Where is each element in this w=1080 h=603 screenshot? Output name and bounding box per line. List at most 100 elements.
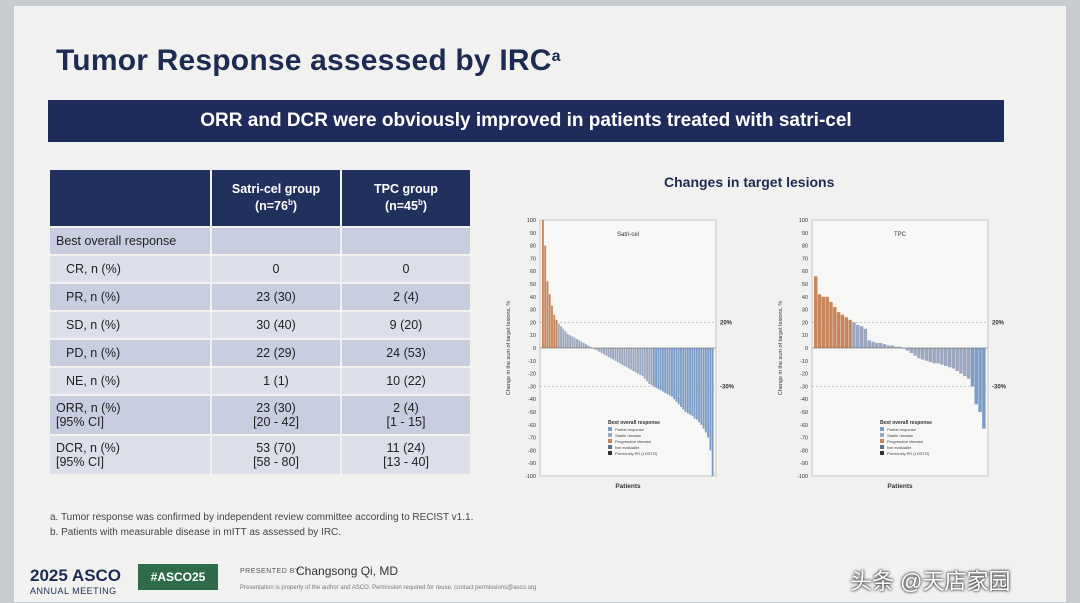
y-tick-label: 80 <box>530 244 536 250</box>
legend-swatch <box>608 433 612 437</box>
y-tick-label: -90 <box>528 461 536 467</box>
bar <box>947 348 952 368</box>
bar <box>648 348 651 384</box>
y-tick-label: -10 <box>528 359 536 365</box>
slide: Tumor Response assessed by IRCa ORR and … <box>14 6 1066 602</box>
bar <box>982 348 986 429</box>
y-tick-label: 60 <box>802 269 808 275</box>
y-tick-label: -80 <box>800 448 808 454</box>
satri-cel-header: Satri-cel group (n=76b) <box>212 170 340 226</box>
slide-title: Tumor Response assessed by IRCa <box>56 44 561 77</box>
row-label: ORR, n (%) [95% CI] <box>50 396 210 434</box>
cell-satri: 23 (30) [20 - 42] <box>212 396 340 434</box>
response-table: Satri-cel group (n=76b) TPC group (n=45b) … <box>48 168 472 476</box>
bar <box>548 294 551 348</box>
bar <box>924 348 929 361</box>
bar <box>652 348 655 387</box>
bar <box>695 348 698 420</box>
bar <box>582 342 585 348</box>
bar <box>618 348 621 364</box>
x-axis-label: Patients <box>615 483 641 490</box>
y-tick-label: 20 <box>530 320 536 326</box>
bar <box>859 326 864 348</box>
bar <box>691 348 694 416</box>
y-tick-label: -70 <box>800 436 808 442</box>
y-tick-label: 30 <box>530 308 536 314</box>
waterfall-chart-satri-cel: Satri-cel-100-90-80-70-60-50-40-30-20-10… <box>506 218 735 490</box>
table-row: PR, n (%) 23 (30) 2 (4) <box>50 284 470 310</box>
presenter-name: Changsong Qi, MD <box>296 564 399 578</box>
legend-title: Best overall response <box>880 420 932 426</box>
bar <box>836 312 841 348</box>
bar <box>833 307 837 348</box>
bar <box>564 331 567 348</box>
bar <box>632 348 635 372</box>
table-row: PD, n (%) 22 (29) 24 (53) <box>50 340 470 366</box>
bar <box>596 348 599 351</box>
y-tick-label: 90 <box>530 231 536 237</box>
bar <box>546 281 549 348</box>
bar <box>840 314 845 348</box>
bar <box>913 348 917 356</box>
row-label: NE, n (%) <box>50 368 210 394</box>
cell-tpc: 24 (53) <box>342 340 470 366</box>
y-tick-label: -100 <box>797 474 808 480</box>
bar <box>607 348 610 357</box>
asco-logo: 2025 ASCO ANNUAL MEETING <box>30 566 122 596</box>
bar <box>634 348 637 373</box>
bar <box>711 348 714 476</box>
bar <box>704 348 707 433</box>
y-tick-label: 0 <box>533 346 536 352</box>
legend-label: Partial response <box>615 427 645 432</box>
y-tick-label: -50 <box>800 410 808 416</box>
presented-by-label: PRESENTED BY: <box>240 568 303 575</box>
bar <box>817 294 822 348</box>
y-tick-label: -20 <box>800 372 808 378</box>
legend-label: Not evaluable <box>615 445 640 450</box>
bar <box>871 341 875 348</box>
bar <box>560 326 562 348</box>
y-tick-label: -80 <box>528 448 536 454</box>
bar <box>646 348 648 382</box>
bar <box>677 348 680 405</box>
bar <box>589 346 592 348</box>
y-tick-label: 100 <box>799 218 808 224</box>
bar <box>628 348 630 369</box>
bar <box>639 348 642 375</box>
bar <box>955 348 959 372</box>
bar <box>882 344 887 348</box>
bar <box>898 346 902 348</box>
bar <box>573 337 576 348</box>
bar <box>578 340 581 348</box>
bar <box>542 220 544 348</box>
legend-swatch <box>880 445 884 449</box>
y-tick-label: 10 <box>802 333 808 339</box>
bar <box>928 348 933 363</box>
bar <box>680 348 682 407</box>
bar <box>612 348 615 360</box>
bar <box>978 348 982 412</box>
bar <box>625 348 628 368</box>
y-tick-label: 50 <box>802 282 808 288</box>
legend-swatch <box>608 439 612 443</box>
bar <box>621 348 624 365</box>
bar <box>856 324 860 348</box>
bar <box>932 348 936 364</box>
table-row: CR, n (%) 0 0 <box>50 256 470 282</box>
bar <box>686 348 689 414</box>
watermark: 头条 @天店家园 <box>850 569 1011 594</box>
bar <box>682 348 685 410</box>
legend-swatch <box>608 427 612 431</box>
bar <box>673 348 676 400</box>
bar <box>544 245 547 348</box>
bar <box>867 340 871 348</box>
cell-tpc: 11 (24) [13 - 40] <box>342 436 470 474</box>
cell-tpc: 0 <box>342 256 470 282</box>
chart-panel-title: TPC <box>894 232 907 238</box>
bar <box>921 348 925 360</box>
bar <box>959 348 963 374</box>
bar <box>661 348 664 392</box>
bar <box>709 348 712 451</box>
cell-tpc: 2 (4) [1 - 15] <box>342 396 470 434</box>
legend-swatch <box>880 439 884 443</box>
